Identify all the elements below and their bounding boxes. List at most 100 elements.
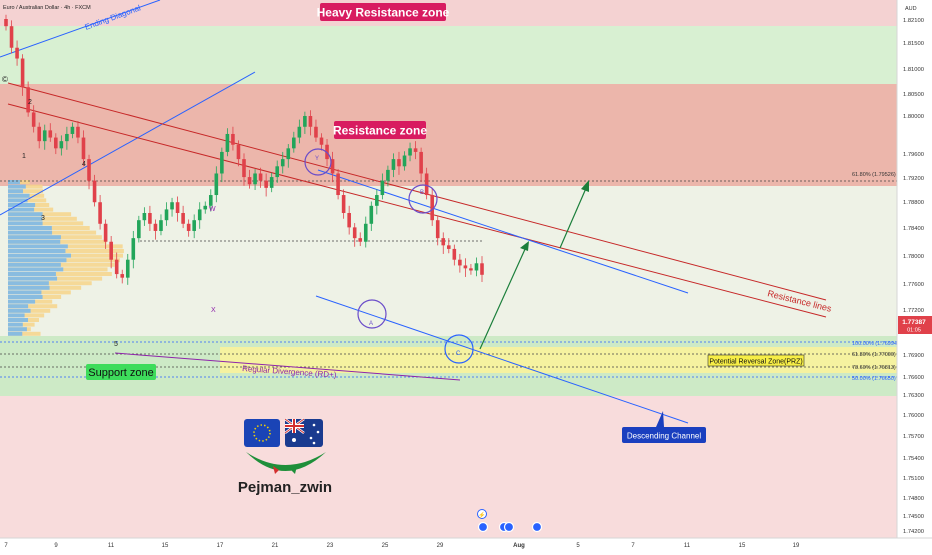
price-axis-bg[interactable] <box>897 0 932 538</box>
candle-body-20 <box>114 259 119 275</box>
wave-label-1: 1 <box>22 153 26 160</box>
price-tick-18: 1.75100 <box>903 476 924 482</box>
resistance-line-upper <box>7 82 827 301</box>
candle-body-4 <box>26 87 30 113</box>
projection-arrow-1 <box>479 246 527 350</box>
wave-label-x: X <box>211 307 216 314</box>
candle-body-1 <box>9 26 14 48</box>
candle-body-30 <box>170 202 174 210</box>
australia-flag-icon <box>284 418 323 447</box>
prz-label-bg <box>707 354 805 367</box>
wave-label-y: Y <box>315 156 319 162</box>
news-event-icon-3[interactable] <box>503 521 515 533</box>
volume-bar-2 <box>8 189 44 194</box>
volume-bar-inner-7 <box>8 212 43 217</box>
lightning-glyph: ⚡ <box>478 511 485 519</box>
candle-body-63 <box>352 227 357 239</box>
price-tick-10: 1.77600 <box>903 282 924 288</box>
price-tick-19: 1.74800 <box>903 496 924 502</box>
candle-body-59 <box>330 159 335 174</box>
candle-body-8 <box>48 130 53 138</box>
upper-red-band <box>0 0 897 26</box>
volume-bar-20 <box>8 272 112 276</box>
currency-label: AUD <box>905 6 917 12</box>
volume-bar-inner-2 <box>8 189 24 194</box>
candle-body-74 <box>413 148 418 152</box>
wave-label-3: 3 <box>41 215 45 222</box>
volume-bar-inner-19 <box>8 267 64 272</box>
wave-label-w: W <box>209 206 216 213</box>
fib-label-100: 100.00% (1.76994) <box>852 341 899 347</box>
candle-body-66 <box>369 205 374 224</box>
candle-body-31 <box>175 202 180 213</box>
fib-label-618-upper: 61.80% (1.79526) <box>852 172 896 178</box>
projection-arrowhead-1 <box>520 241 529 251</box>
price-tick-1: 1.81500 <box>903 41 924 47</box>
volume-bar-inner-10 <box>8 226 52 230</box>
event-icons[interactable]: ⚡ <box>477 509 543 533</box>
volume-bar-inner-16 <box>8 253 71 258</box>
candle-body-55 <box>308 116 313 127</box>
time-tick-6: 23 <box>327 543 334 549</box>
candle-body-13 <box>76 126 80 138</box>
candle-body-14 <box>81 137 86 160</box>
time-tick-14: 19 <box>793 543 800 549</box>
price-tick-12: 1.76900 <box>903 353 924 359</box>
volume-bar-inner-0 <box>8 180 20 184</box>
candle-body-23 <box>131 238 136 260</box>
candle-body-44 <box>247 177 252 185</box>
candle-body-65 <box>363 223 368 242</box>
price-tick-9: 1.78000 <box>903 254 924 260</box>
volume-bar-9 <box>8 221 84 226</box>
author-arrow-right-icon <box>291 466 297 474</box>
candle-body-43 <box>242 159 246 178</box>
lightning-event-icon[interactable] <box>477 509 487 519</box>
current-price-badge[interactable] <box>898 316 932 334</box>
candle-body-50 <box>280 159 285 167</box>
copyright-icon: © <box>2 75 8 84</box>
candle-body-29 <box>164 209 169 221</box>
wave-b-circle <box>408 184 438 214</box>
candle-body-82 <box>458 259 462 266</box>
wave-label-4: 4 <box>82 161 86 168</box>
candle-body-49 <box>275 166 280 178</box>
candlestick-series <box>4 14 484 285</box>
price-tick-13: 1.76600 <box>903 375 924 381</box>
candle-body-32 <box>181 213 185 224</box>
candle-body-46 <box>258 173 263 181</box>
candle-body-61 <box>341 195 346 213</box>
volume-bar-inner-22 <box>8 281 49 286</box>
candle-body-5 <box>31 112 36 127</box>
support-label-bg <box>86 364 156 380</box>
descending-channel-label: Descending Channel <box>627 432 701 441</box>
candle-body-84 <box>469 268 473 271</box>
news-event-icon-4[interactable] <box>531 521 543 533</box>
time-tick-13: 15 <box>739 543 746 549</box>
volume-bar-inner-21 <box>8 276 58 281</box>
candle-body-62 <box>347 213 351 228</box>
volume-bar-inner-6 <box>8 207 35 212</box>
candle-body-7 <box>42 130 47 142</box>
news-event-icon-1[interactable] <box>477 521 489 533</box>
candle-body-60 <box>336 173 340 196</box>
volume-bar-15 <box>8 249 124 253</box>
volume-bar-29 <box>8 313 45 318</box>
volume-bar-inner-25 <box>8 295 43 299</box>
volume-bar-inner-31 <box>8 322 23 327</box>
candle-body-48 <box>269 177 274 188</box>
volume-bar-inner-28 <box>8 308 31 313</box>
volume-bar-inner-3 <box>8 193 30 198</box>
time-axis-bg[interactable] <box>0 538 932 550</box>
price-tick-2: 1.81000 <box>903 67 924 73</box>
volume-bar-inner-9 <box>8 221 43 226</box>
time-tick-4: 17 <box>217 543 224 549</box>
support-zone-label: Support zone <box>88 367 153 379</box>
candle-body-38 <box>214 173 219 196</box>
candle-body-86 <box>480 263 484 275</box>
candle-body-26 <box>148 213 152 224</box>
candle-body-79 <box>441 238 446 246</box>
wave-label-b: B <box>420 190 424 196</box>
volume-bar-inner-33 <box>8 331 23 336</box>
candle-body-17 <box>98 202 102 224</box>
